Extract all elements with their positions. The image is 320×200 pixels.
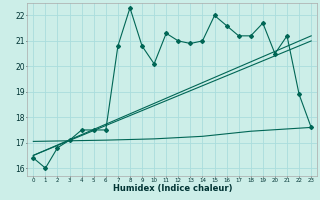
X-axis label: Humidex (Indice chaleur): Humidex (Indice chaleur) bbox=[113, 184, 232, 193]
